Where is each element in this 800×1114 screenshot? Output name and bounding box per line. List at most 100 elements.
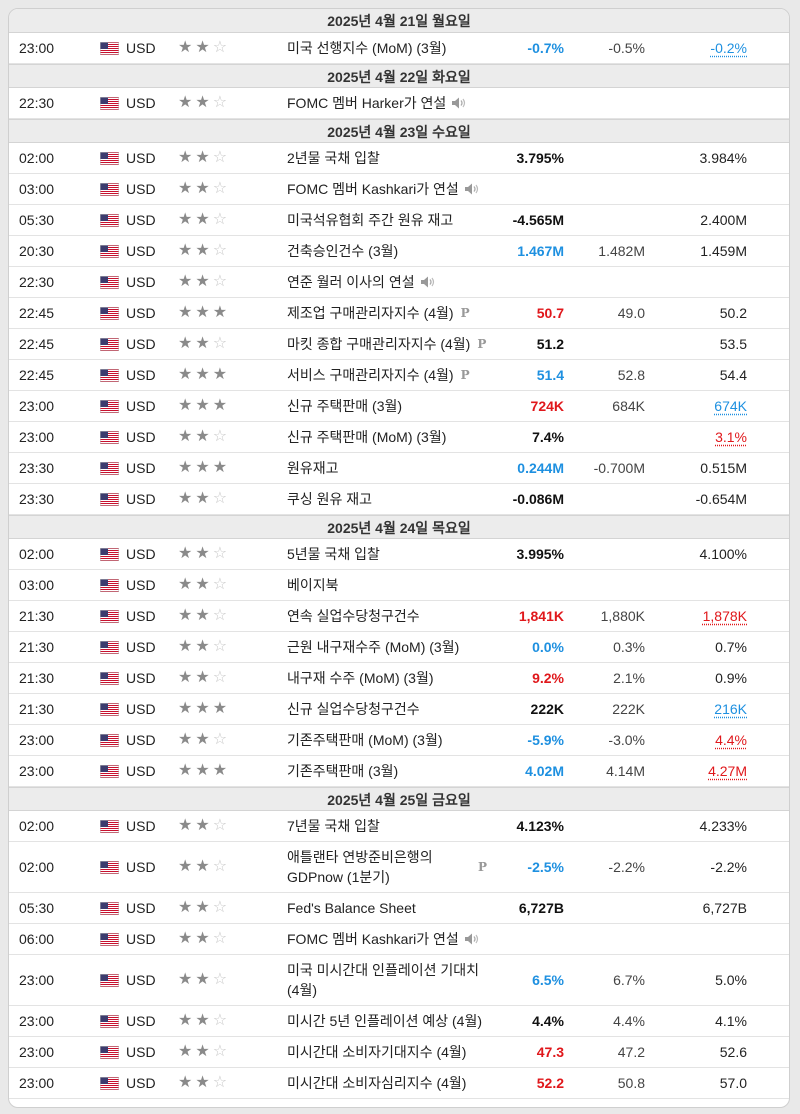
event-row[interactable]: 21:30 USD ★ ★ ☆ 근원 내구재수주 (MoM) (3월) 0.0% 0.3% 0.… (9, 632, 789, 663)
event-name[interactable]: FOMC 멤버 Kashkari가 연설 (287, 924, 487, 954)
event-name[interactable]: 베이지북 (287, 570, 487, 600)
event-name-text[interactable]: 쿠싱 원유 재고 (287, 491, 373, 507)
event-row[interactable]: 22:45 USD ★ ★ ★ 제조업 구매관리자지수 (4월) P 50.7 49.0 50.2 (9, 298, 789, 329)
event-name-text[interactable]: 애틀랜타 연방준비은행의 GDPnow (1분기) (287, 849, 433, 885)
event-row[interactable]: 05:30 USD ★ ★ ☆ 미국석유협회 주간 원유 재고 -4.565M 2.400M (9, 205, 789, 236)
event-row[interactable]: 02:00 USD ★ ★ ☆ 5년물 국채 입찰 3.995% 4.100% (9, 539, 789, 570)
event-row[interactable]: 03:00 USD ★ ★ ☆ FOMC 멤버 Kashkari가 연설 (9, 174, 789, 205)
event-name[interactable]: 미국 선행지수 (MoM) (3월) (287, 33, 487, 63)
event-row[interactable]: 22:30 USD ★ ★ ☆ 연준 월러 이사의 연설 (9, 267, 789, 298)
event-row[interactable]: 22:30 USD ★ ★ ☆ FOMC 멤버 Harker가 연설 (9, 88, 789, 119)
event-name[interactable]: 기존주택판매 (3월) (287, 756, 487, 786)
event-name[interactable]: 기존주택판매 (MoM) (3월) (287, 725, 487, 755)
event-name-text[interactable]: FOMC 멤버 Kashkari가 연설 (287, 931, 459, 947)
event-name-text[interactable]: 2년물 국채 입찰 (287, 150, 380, 166)
event-name-text[interactable]: 신규 주택판매 (MoM) (3월) (287, 429, 447, 445)
event-name[interactable]: FOMC 멤버 Harker가 연설 (287, 88, 487, 118)
event-row[interactable]: 02:00 USD ★ ★ ☆ 7년물 국채 입찰 4.123% 4.233% (9, 811, 789, 842)
event-name-text[interactable]: 미국석유협회 주간 원유 재고 (287, 212, 454, 228)
event-row[interactable]: 23:00 USD ★ ★ ★ 신규 주택판매 (3월) 724K 684K 674K (9, 391, 789, 422)
event-name[interactable]: 내구재 수주 (MoM) (3월) (287, 663, 487, 693)
event-name-text[interactable]: 신규 실업수당청구건수 (287, 701, 420, 717)
event-name[interactable]: 연속 실업수당청구건수 (287, 601, 487, 631)
event-name[interactable]: 5년물 국채 입찰 (287, 539, 487, 569)
event-row[interactable]: 20:30 USD ★ ★ ☆ 건축승인건수 (3월) 1.467M 1.482M 1.459M (9, 236, 789, 267)
event-name-text[interactable]: 7년물 국채 입찰 (287, 818, 380, 834)
event-name[interactable]: 신규 주택판매 (3월) (287, 391, 487, 421)
star-icon: ★ (195, 273, 210, 290)
us-flag-icon (100, 360, 120, 390)
star-icon: ★ (195, 1043, 210, 1060)
event-row[interactable]: 22:45 USD ★ ★ ☆ 마킷 종합 구매관리자지수 (4월) P 51.2 53.5 (9, 329, 789, 360)
previous-value-text: 4.100% (699, 546, 747, 562)
event-row[interactable]: 23:00 USD ★ ★ ☆ 미국 미시간대 인플레이션 기대치 (4월) 6.5% 6.7… (9, 955, 789, 1006)
event-name[interactable]: 2년물 국채 입찰 (287, 143, 487, 173)
event-name[interactable]: 쿠싱 원유 재고 (287, 484, 487, 514)
event-name-text[interactable]: 기존주택판매 (3월) (287, 763, 399, 779)
event-row[interactable]: 05:30 USD ★ ★ ☆ Fed's Balance Sheet 6,727B 6,72… (9, 893, 789, 924)
event-name[interactable]: 미시간대 소비자기대지수 (4월) (287, 1037, 487, 1067)
event-name[interactable]: 제조업 구매관리자지수 (4월) P (287, 298, 487, 328)
event-name[interactable]: 마킷 종합 구매관리자지수 (4월) P (287, 329, 487, 359)
event-name[interactable]: 미시간 5년 인플레이션 예상 (4월) (287, 1006, 487, 1036)
event-row[interactable]: 23:30 USD ★ ★ ☆ 쿠싱 원유 재고 -0.086M -0.654M (9, 484, 789, 515)
event-row[interactable]: 22:45 USD ★ ★ ★ 서비스 구매관리자지수 (4월) P 51.4 52.8 54.4 (9, 360, 789, 391)
event-name[interactable]: 원유재고 (287, 453, 487, 483)
event-name-text[interactable]: 건축승인건수 (3월) (287, 243, 399, 259)
event-name[interactable]: Fed's Balance Sheet (287, 893, 487, 923)
event-name[interactable]: 신규 실업수당청구건수 (287, 694, 487, 724)
event-row[interactable]: 23:30 USD ★ ★ ★ 원유재고 0.244M -0.700M 0.515M (9, 453, 789, 484)
event-name[interactable]: 연준 월러 이사의 연설 (287, 267, 487, 297)
event-name[interactable]: 미시간대 소비자심리지수 (4월) (287, 1068, 487, 1098)
event-row[interactable]: 06:00 USD ★ ★ ☆ FOMC 멤버 Kashkari가 연설 (9, 924, 789, 955)
event-name-text[interactable]: 미국 선행지수 (MoM) (3월) (287, 40, 447, 56)
event-name[interactable]: 미국 미시간대 인플레이션 기대치 (4월) (287, 955, 487, 1005)
event-name[interactable]: 애틀랜타 연방준비은행의 GDPnow (1분기) P (287, 842, 487, 892)
event-row[interactable]: 02:00 USD ★ ★ ☆ 애틀랜타 연방준비은행의 GDPnow (1분기) P -2.… (9, 842, 789, 893)
event-name-text[interactable]: FOMC 멤버 Harker가 연설 (287, 95, 447, 111)
event-name-text[interactable]: 근원 내구재수주 (MoM) (3월) (287, 639, 460, 655)
event-name-text[interactable]: 마킷 종합 구매관리자지수 (4월) (287, 336, 471, 352)
event-row[interactable]: 23:00 USD ★ ★ ☆ 기존주택판매 (MoM) (3월) -5.9% -3.0% 4.… (9, 725, 789, 756)
event-name-text[interactable]: 베이지북 (287, 577, 339, 593)
event-name-text[interactable]: 미시간 5년 인플레이션 예상 (4월) (287, 1013, 483, 1029)
event-name-text[interactable]: 서비스 구매관리자지수 (4월) (287, 367, 454, 383)
event-row[interactable]: 23:00 USD ★ ★ ☆ 미국 선행지수 (MoM) (3월) -0.7% -0.5% -… (9, 33, 789, 64)
event-name-text[interactable]: 미국 미시간대 인플레이션 기대치 (4월) (287, 962, 479, 998)
event-row[interactable]: 21:30 USD ★ ★ ☆ 연속 실업수당청구건수 1,841K 1,880K 1,878K (9, 601, 789, 632)
event-name-text[interactable]: 내구재 수주 (MoM) (3월) (287, 670, 434, 686)
event-row[interactable]: 03:00 USD ★ ★ ☆ 베이지북 (9, 570, 789, 601)
event-name-text[interactable]: 제조업 구매관리자지수 (4월) (287, 305, 454, 321)
event-name-text[interactable]: 원유재고 (287, 460, 339, 476)
currency-label: USD (126, 546, 156, 562)
event-row[interactable]: 21:30 USD ★ ★ ★ 신규 실업수당청구건수 222K 222K 216K (9, 694, 789, 725)
event-name-text[interactable]: 연준 월러 이사의 연설 (287, 274, 415, 290)
event-row[interactable]: 23:00 USD ★ ★ ☆ 미시간대 소비자심리지수 (4월) 52.2 50.8 57.0 (9, 1068, 789, 1099)
event-row[interactable]: 21:30 USD ★ ★ ☆ 내구재 수주 (MoM) (3월) 9.2% 2.1% 0.9% (9, 663, 789, 694)
event-row[interactable]: 02:00 USD ★ ★ ☆ 2년물 국채 입찰 3.795% 3.984% (9, 143, 789, 174)
us-flag-icon (100, 422, 120, 452)
event-name-text[interactable]: 신규 주택판매 (3월) (287, 398, 403, 414)
event-name[interactable]: FOMC 멤버 Kashkari가 연설 (287, 174, 487, 204)
event-name-text[interactable]: 미시간대 소비자기대지수 (4월) (287, 1044, 467, 1060)
event-name-text[interactable]: 미시간대 소비자심리지수 (4월) (287, 1075, 467, 1091)
event-name[interactable]: 7년물 국채 입찰 (287, 811, 487, 841)
event-name[interactable]: 건축승인건수 (3월) (287, 236, 487, 266)
speaker-icon (459, 182, 480, 196)
event-name-text[interactable]: Fed's Balance Sheet (287, 900, 416, 916)
event-name-text[interactable]: FOMC 멤버 Kashkari가 연설 (287, 181, 459, 197)
event-name[interactable]: 신규 주택판매 (MoM) (3월) (287, 422, 487, 452)
event-time: 02:00 (19, 859, 55, 875)
importance-stars: ★ ★ ★ (178, 756, 242, 786)
event-name[interactable]: 서비스 구매관리자지수 (4월) P (287, 360, 487, 390)
event-name[interactable]: 미국석유협회 주간 원유 재고 (287, 205, 487, 235)
event-name[interactable]: 근원 내구재수주 (MoM) (3월) (287, 632, 487, 662)
event-row[interactable]: 23:00 USD ★ ★ ★ 기존주택판매 (3월) 4.02M 4.14M 4.27M (9, 756, 789, 787)
event-row[interactable]: 23:00 USD ★ ★ ☆ 미시간 5년 인플레이션 예상 (4월) 4.4% 4.4% 4… (9, 1006, 789, 1037)
star-icon: ★ (178, 397, 193, 414)
event-row[interactable]: 23:00 USD ★ ★ ☆ 미시간대 소비자기대지수 (4월) 47.3 47.2 52.6 (9, 1037, 789, 1068)
event-name-text[interactable]: 5년물 국채 입찰 (287, 546, 380, 562)
event-name-text[interactable]: 연속 실업수당청구건수 (287, 608, 420, 624)
event-row[interactable]: 23:00 USD ★ ★ ☆ 신규 주택판매 (MoM) (3월) 7.4% 3.1% (9, 422, 789, 453)
event-name-text[interactable]: 기존주택판매 (MoM) (3월) (287, 732, 443, 748)
